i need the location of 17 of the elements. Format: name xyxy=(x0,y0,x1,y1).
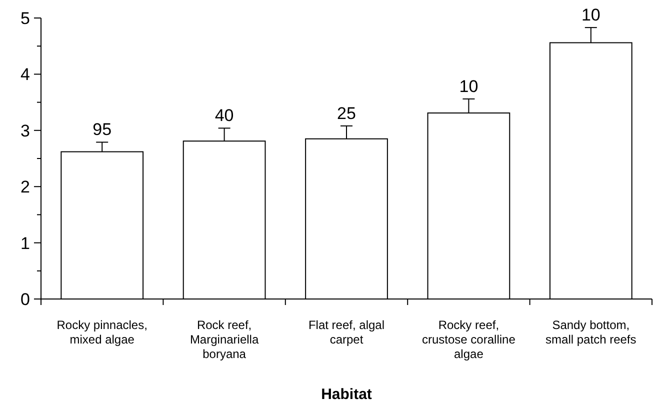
annotation: 95 xyxy=(92,120,112,140)
x-tick-label: Rock reef, Marginariella boryana xyxy=(190,318,259,361)
x-axis-title: Habitat xyxy=(321,386,372,403)
annotation: 25 xyxy=(337,104,356,123)
x-tick-label: Flat reef, algal carpet xyxy=(308,318,385,346)
x-tick-label: Rocky reef, crustose coralline algae xyxy=(422,318,516,361)
y-tick-label: 2 xyxy=(20,178,30,197)
y-tick-label: 3 xyxy=(20,121,30,140)
annotation: 10 xyxy=(581,6,600,25)
x-tick-label: Rocky pinnacles, mixed algae xyxy=(56,318,148,346)
y-tick-label: 1 xyxy=(20,234,30,253)
x-tick-label: Sandy bottom, small patch reefs xyxy=(546,318,636,346)
y-tick-label: 0 xyxy=(20,290,30,309)
annotation: 10 xyxy=(459,76,478,96)
y-tick-label: 5 xyxy=(20,8,30,28)
annotation: 40 xyxy=(214,106,234,126)
y-tick-label: 4 xyxy=(20,65,30,84)
